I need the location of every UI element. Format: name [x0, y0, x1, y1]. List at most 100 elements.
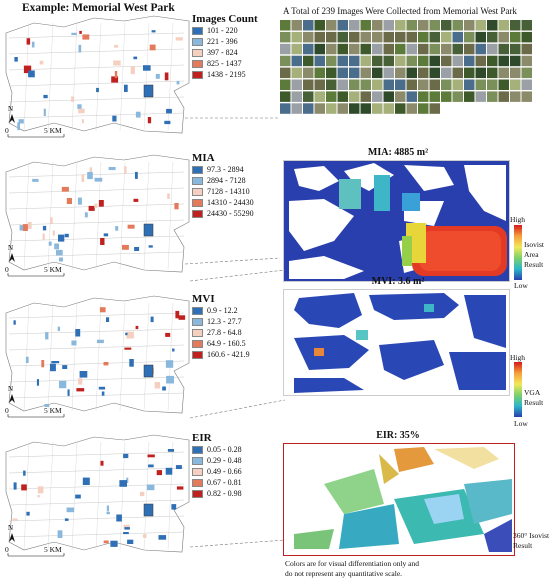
- images-count-north-label: N: [8, 105, 13, 113]
- mvi-park-patch: [165, 332, 171, 337]
- mia-park-patch: [103, 233, 109, 237]
- gallery-thumbnail: [498, 55, 509, 67]
- gallery-thumbnail: [372, 103, 383, 114]
- images-count-park-patch: [43, 108, 46, 116]
- gallery-thumbnail: [395, 67, 406, 79]
- eir-park-patch: [127, 539, 134, 544]
- gallery-thumbnail: [337, 67, 348, 79]
- gallery-thumbnail: [303, 20, 314, 31]
- mia-district-line: [8, 251, 185, 258]
- gallery-thumbnail: [510, 43, 521, 55]
- eir-park-patch: [139, 491, 145, 497]
- mvi-legend-swatch: [192, 328, 203, 337]
- images-count-park-patch: [164, 72, 169, 81]
- mia-colorbar-low: Low: [514, 281, 528, 290]
- mvi-park-patch: [178, 315, 186, 320]
- eir-memorial-west-park: [143, 503, 154, 517]
- mvi-legend-swatch: [192, 317, 203, 326]
- mvi-legend-item: 160.6 - 421.9: [192, 349, 250, 360]
- eir-park-patch: [116, 514, 122, 522]
- mia-park-patch: [54, 243, 59, 250]
- gallery-thumbnail: [395, 55, 406, 67]
- gallery-thumbnail: [280, 67, 291, 79]
- eir-park-patch: [175, 465, 182, 469]
- images-count-legend-swatch: [192, 59, 203, 68]
- gallery-thumbnail: [464, 55, 475, 67]
- eir-district-line: [8, 499, 185, 506]
- images-count-district-line: [8, 112, 185, 119]
- eir-legend-item: 0.29 - 0.48: [192, 455, 242, 466]
- mvi-district-line: [8, 328, 185, 335]
- gallery-thumbnail: [326, 91, 337, 102]
- gallery-thumbnail: [464, 20, 475, 31]
- mvi-park-patch: [67, 389, 70, 396]
- eir-park-patch: [123, 453, 129, 459]
- gallery-thumbnail: [291, 43, 302, 55]
- images-count-park-patch: [39, 60, 44, 65]
- mia-park-patch: [58, 234, 65, 242]
- gallery-thumbnail: [498, 67, 509, 79]
- eir-city-outline: [5, 434, 190, 553]
- mvi-legend-range: 0.9 - 12.2: [207, 306, 238, 315]
- eir-park-patch: [165, 467, 173, 475]
- mvi-park-patch: [162, 386, 166, 391]
- mvi-colorbar-label2: Result: [524, 398, 544, 407]
- mvi-park-patch: [78, 378, 83, 385]
- mvi-result-image: [283, 289, 510, 396]
- gallery-thumbnail: [314, 91, 325, 102]
- eir-district-line: [95, 441, 102, 551]
- mvi-park-patch: [97, 339, 104, 344]
- gallery-thumbnail: [360, 67, 371, 79]
- eir-park-patch: [147, 454, 155, 458]
- gallery-thumbnail: [314, 31, 325, 43]
- mia-district-line: [8, 171, 185, 178]
- mvi-district-line: [8, 360, 185, 367]
- mvi-colorbar-low: Low: [514, 419, 528, 428]
- mvi-park-patch: [106, 317, 110, 322]
- eir-district-line: [167, 441, 174, 551]
- mia-park-patch: [32, 178, 39, 182]
- gallery-thumbnail: [406, 79, 417, 90]
- mvi-park-patch: [175, 310, 180, 319]
- eir-district-line: [8, 515, 185, 522]
- mia-park-patch: [127, 224, 135, 229]
- gallery-thumbnail: [291, 91, 302, 102]
- gallery-thumbnail: [418, 79, 429, 90]
- eir-park-patch: [66, 507, 75, 513]
- eir-legend-swatch: [192, 478, 203, 487]
- gallery-thumbnail: [464, 79, 475, 90]
- gallery-thumbnail: [418, 91, 429, 102]
- eir-park-patch: [75, 494, 81, 499]
- mia-north-label: N: [8, 244, 13, 252]
- mia-legend-swatch: [192, 187, 203, 196]
- images-count-park-patch: [26, 38, 31, 45]
- eir-legend-swatch: [192, 445, 203, 454]
- gallery-thumbnail: [349, 20, 360, 31]
- mia-legend-title: MIA: [192, 152, 215, 164]
- eir-park-patch: [158, 535, 167, 540]
- mvi-district-line: [8, 312, 185, 319]
- mia-legend-item: 14310 - 24430: [192, 197, 254, 208]
- eir-park-patch: [171, 504, 177, 510]
- eir-park-patch: [103, 540, 109, 544]
- eir-map: N: [5, 434, 190, 557]
- mia-colorbar-label1: Isovist: [524, 240, 545, 249]
- eir-park-patch: [57, 530, 63, 538]
- images-count-park-patch: [114, 71, 118, 79]
- gallery-thumbnail: [429, 55, 440, 67]
- gallery-thumbnail: [280, 103, 291, 114]
- mvi-legend-item: 64.9 - 160.5: [192, 338, 250, 349]
- mvi-district-line: [95, 302, 102, 412]
- gallery-thumbnail: [291, 103, 302, 114]
- gallery-thumbnail: [303, 67, 314, 79]
- mvi-park-patch: [125, 332, 128, 336]
- eir-result-title: EIR: 35%: [376, 430, 420, 441]
- eir-park-patch: [126, 477, 129, 484]
- gallery-thumbnail: [429, 103, 440, 114]
- mvi-park-patch: [98, 386, 106, 390]
- mia-park-patch: [48, 241, 52, 246]
- gallery-thumbnail: [280, 31, 291, 43]
- gallery-thumbnail: [303, 79, 314, 90]
- images-count-park-patch: [71, 32, 77, 35]
- mvi-park-patch: [36, 379, 39, 386]
